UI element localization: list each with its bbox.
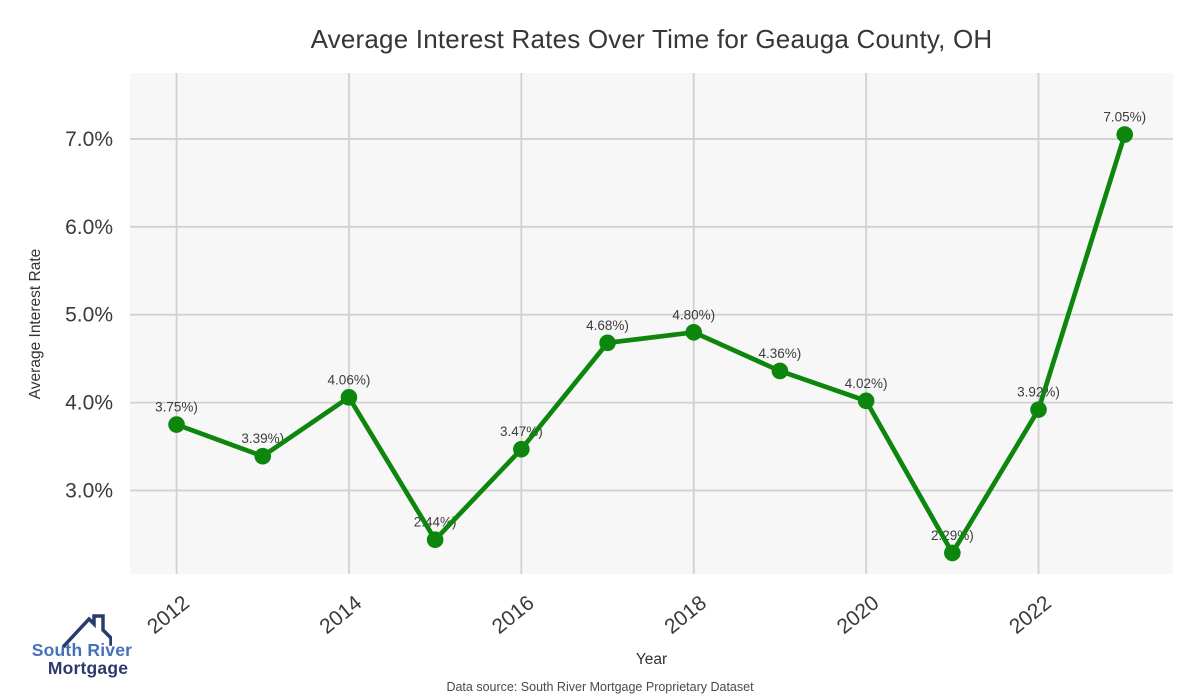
trend-line (174, 132, 1128, 556)
x-tick-label: 2022 (1005, 591, 1056, 638)
data-point-label: 4.02%) (845, 376, 888, 391)
house-roof-icon (62, 614, 112, 649)
logo-text-mortgage: Mortgage (47, 658, 129, 678)
data-point-label: 3.75%) (155, 400, 198, 415)
plot-area (130, 73, 1173, 574)
brand-logo: South River Mortgage (26, 610, 138, 690)
x-tick-label: 2014 (315, 591, 366, 638)
data-point-label: 3.92%) (1017, 385, 1060, 400)
x-tick-label: 2012 (143, 591, 194, 638)
data-point-marker (1030, 401, 1047, 418)
x-tick-label: 2020 (833, 591, 884, 638)
data-point-label: 4.80%) (672, 307, 715, 322)
chart-title: Average Interest Rates Over Time for Gea… (310, 24, 993, 54)
data-point-label: 4.68%) (586, 318, 629, 333)
x-axis-label: Year (635, 651, 668, 668)
data-point-marker (340, 389, 358, 406)
logo-text-south-river: South River (31, 640, 133, 660)
data-point-label: 4.06%) (328, 372, 371, 387)
x-tick-label: 2016 (488, 591, 539, 638)
y-axis-label: Average Interest Rate (27, 248, 44, 400)
data-point-marker (771, 362, 789, 380)
data-point-marker (944, 544, 961, 562)
data-point-marker (599, 334, 616, 352)
y-tick-label: 5.0% (65, 304, 113, 327)
data-point-marker (857, 392, 875, 410)
y-tick-label: 3.0% (65, 480, 113, 503)
data-point-label: 4.36%) (759, 346, 802, 361)
data-point-marker (254, 447, 272, 465)
data-point-marker (685, 323, 703, 341)
data-point-marker (1116, 126, 1134, 143)
data-point-label: 7.05%) (1103, 110, 1146, 125)
x-tick-label: 2018 (660, 591, 711, 638)
y-tick-label: 6.0% (65, 216, 113, 239)
data-point-marker (513, 440, 530, 458)
data-point-marker (168, 416, 185, 433)
data-point-label: 3.39%) (241, 431, 284, 446)
y-tick-label: 4.0% (65, 392, 113, 415)
data-source-note: Data source: South River Mortgage Propri… (446, 680, 754, 694)
data-point-marker (426, 531, 444, 549)
y-tick-label: 7.0% (65, 128, 113, 151)
